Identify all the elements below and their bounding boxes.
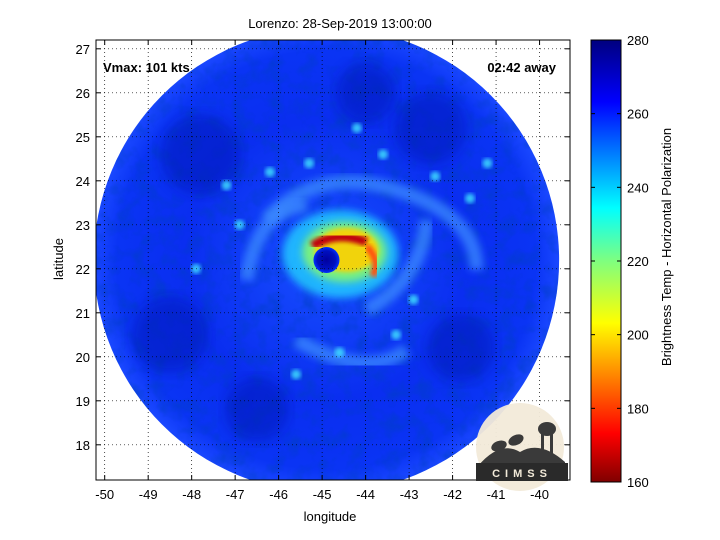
logo-dish-icon	[491, 440, 507, 452]
y-axis: 18 19 20 21 22 23 24 25 26 27	[76, 42, 570, 453]
convective-cell	[464, 193, 475, 204]
colorbar-tick-label: 280	[627, 33, 649, 48]
rain-band	[293, 333, 411, 370]
x-tick-label: -45	[313, 487, 332, 502]
convective-cell	[351, 123, 362, 133]
x-axis: -50 -49 -48 -47 -46 -45 -44 -43 -42 -41 -40	[95, 40, 549, 502]
y-tick-label: 24	[76, 174, 90, 189]
x-tick-label: -42	[443, 487, 462, 502]
y-tick-label: 19	[76, 394, 90, 409]
plot-frame	[95, 39, 571, 481]
y-tick-label: 22	[76, 262, 90, 277]
rain-band	[261, 175, 484, 271]
vmax-annotation: Vmax: 101 kts	[103, 60, 190, 75]
convective-cell	[334, 347, 345, 358]
y-axis-label: latitude	[51, 238, 66, 280]
x-tick-label: -41	[487, 487, 506, 502]
colorbar-gradient	[590, 39, 622, 483]
y-tick-label: 25	[76, 130, 90, 145]
grid	[96, 40, 570, 480]
colorbar-ticks: 160 180 200 220 240 260 280	[591, 33, 649, 490]
logo-bar	[476, 463, 568, 481]
convective-cell	[264, 167, 275, 177]
x-tick-label: -40	[530, 487, 549, 502]
microwave-image	[96, 40, 560, 480]
y-tick-label: 20	[76, 350, 90, 365]
convective-cell	[304, 158, 315, 169]
time-away-annotation: 02:42 away	[487, 60, 556, 75]
colorbar: 160 180 200 220 240 260 280 Brightness Temp - …	[590, 33, 674, 490]
y-tick-label: 18	[76, 438, 90, 453]
x-tick-label: -44	[356, 487, 375, 502]
cimss-logo: CIMSS	[476, 403, 568, 491]
convective-cell	[408, 294, 419, 305]
colorbar-tick-label: 240	[627, 180, 649, 195]
convective-cell	[391, 329, 402, 340]
storm-eye	[313, 247, 340, 273]
convective-cell	[482, 158, 493, 169]
colorbar-tick-label: 200	[627, 328, 649, 343]
x-tick-label: -49	[139, 487, 158, 502]
y-tick-label: 27	[76, 42, 90, 57]
chart-title: Lorenzo: 28-Sep-2019 13:00:00	[248, 16, 432, 31]
y-tick-label: 23	[76, 218, 90, 233]
colorbar-tick-label: 160	[627, 475, 649, 490]
x-tick-label: -43	[400, 487, 419, 502]
y-tick-label: 26	[76, 86, 90, 101]
colorbar-tick-label: 180	[627, 401, 649, 416]
colorbar-tick-label: 260	[627, 107, 649, 122]
colorbar-tick-label: 220	[627, 254, 649, 269]
eyewall	[309, 232, 369, 250]
convective-cell	[221, 180, 232, 191]
y-tick-label: 21	[76, 306, 90, 321]
x-tick-label: -46	[269, 487, 288, 502]
x-axis-label: longitude	[304, 509, 357, 524]
rain-band	[239, 198, 308, 282]
x-tick-label: -48	[182, 487, 201, 502]
convective-cell	[291, 369, 302, 380]
convective-cell	[378, 149, 389, 160]
logo-tower-icon	[541, 432, 544, 462]
x-tick-label: -47	[226, 487, 245, 502]
x-tick-label: -50	[95, 487, 114, 502]
colorbar-label: Brightness Temp - Horizontal Polarizatio…	[659, 128, 674, 366]
convective-cell	[234, 219, 245, 230]
logo-text: CIMSS	[492, 468, 552, 480]
convective-cell	[430, 171, 441, 182]
